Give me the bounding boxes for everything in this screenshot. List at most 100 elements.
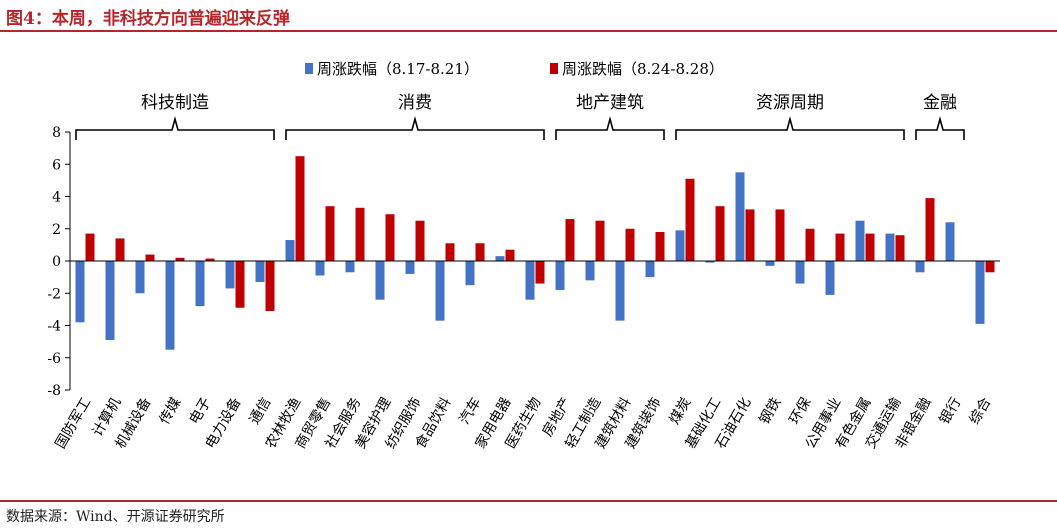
bar-1-石油石化 bbox=[735, 172, 745, 261]
bar-1-银行 bbox=[945, 222, 955, 261]
category-label: 煤炭 bbox=[667, 395, 695, 427]
bar-1-建筑材料 bbox=[615, 261, 625, 321]
bar-1-纺织服饰 bbox=[405, 261, 415, 274]
bar-2-医药生物 bbox=[535, 261, 545, 284]
y-tick-label: -8 bbox=[47, 383, 61, 399]
bar-2-建筑装饰 bbox=[655, 231, 665, 261]
figure-title: 图4：本周，非科技方向普遍迎来反弹 bbox=[6, 9, 290, 29]
bar-2-公用事业 bbox=[835, 233, 845, 261]
y-tick-label: -4 bbox=[47, 319, 61, 335]
bar-1-房地产 bbox=[555, 261, 565, 291]
y-tick-label: -6 bbox=[47, 351, 61, 367]
bar-2-通信 bbox=[265, 261, 275, 311]
y-tick-label: 4 bbox=[52, 190, 61, 206]
bar-1-商贸零售 bbox=[315, 261, 325, 276]
category-label: 综合 bbox=[967, 395, 995, 427]
bar-2-钢铁 bbox=[775, 209, 785, 261]
bar-2-纺织服饰 bbox=[415, 220, 425, 261]
bar-2-有色金属 bbox=[865, 233, 875, 261]
legend-item-1: 周涨跌幅（8.17-8.21） bbox=[305, 60, 479, 78]
bar-1-计算机 bbox=[105, 261, 115, 341]
group-brace bbox=[75, 115, 275, 140]
bar-1-社会服务 bbox=[345, 261, 355, 273]
legend-swatch bbox=[550, 63, 558, 74]
bar-2-房地产 bbox=[565, 219, 575, 261]
y-tick-label: -2 bbox=[47, 286, 61, 302]
group-label: 消费 bbox=[398, 93, 432, 113]
group-label: 地产建筑 bbox=[576, 93, 644, 113]
bar-1-通信 bbox=[255, 261, 265, 282]
category-label: 国防军工 bbox=[53, 395, 95, 451]
bar-2-食品饮料 bbox=[445, 243, 455, 261]
top-rule bbox=[0, 30, 1057, 32]
bar-2-计算机 bbox=[115, 238, 125, 261]
group-brace bbox=[285, 115, 545, 140]
legend-label: 周涨跌幅（8.17-8.21） bbox=[317, 60, 479, 78]
group-地产建筑: 地产建筑 bbox=[555, 93, 665, 140]
y-tick-label: 8 bbox=[52, 125, 61, 141]
bar-1-交通运输 bbox=[885, 233, 895, 261]
sector-groups: 科技制造 消费 地产建筑 资源周期 金融 bbox=[75, 93, 965, 140]
bar-2-轻工制造 bbox=[595, 220, 605, 261]
bar-2-建筑材料 bbox=[625, 228, 635, 261]
bar-1-环保 bbox=[795, 261, 805, 284]
bar-1-公用事业 bbox=[825, 261, 835, 295]
bar-1-农林牧渔 bbox=[285, 240, 295, 261]
category-label: 银行 bbox=[937, 395, 965, 427]
legend-swatch bbox=[305, 63, 313, 74]
bar-2-非银金融 bbox=[925, 198, 935, 261]
bar-2-家用电器 bbox=[505, 249, 515, 261]
bar-chart: 周涨跌幅（8.17-8.21） 周涨跌幅（8.24-8.28） 科技制造 消费 地产建… bbox=[47, 60, 1000, 451]
bar-2-传媒 bbox=[175, 257, 185, 261]
group-brace bbox=[555, 115, 665, 140]
category-label: 钢铁 bbox=[757, 395, 785, 427]
group-brace bbox=[915, 115, 965, 140]
bar-1-基础化工 bbox=[705, 261, 715, 263]
bar-2-商贸零售 bbox=[325, 206, 335, 261]
category-label: 传媒 bbox=[157, 395, 185, 427]
y-tick-label: 0 bbox=[52, 254, 61, 270]
group-金融: 金融 bbox=[915, 93, 965, 140]
bar-2-环保 bbox=[805, 228, 815, 261]
legend-label: 周涨跌幅（8.24-8.28） bbox=[562, 60, 724, 78]
bar-1-汽车 bbox=[465, 261, 475, 286]
bars bbox=[75, 156, 995, 350]
group-科技制造: 科技制造 bbox=[75, 93, 275, 140]
group-label: 资源周期 bbox=[756, 93, 824, 113]
bar-2-电子 bbox=[205, 258, 215, 261]
bar-1-机械设备 bbox=[135, 261, 145, 294]
bar-1-非银金融 bbox=[915, 261, 925, 273]
y-tick-label: 6 bbox=[52, 157, 61, 173]
group-消费: 消费 bbox=[285, 93, 545, 140]
category-label: 电子 bbox=[187, 395, 215, 427]
bar-2-农林牧渔 bbox=[295, 156, 305, 261]
bottom-rule bbox=[0, 500, 1057, 502]
data-source: 数据来源：Wind、开源证券研究所 bbox=[6, 509, 225, 525]
bar-2-基础化工 bbox=[715, 206, 725, 261]
bar-1-国防军工 bbox=[75, 261, 85, 323]
bar-1-电子 bbox=[195, 261, 205, 307]
legend: 周涨跌幅（8.17-8.21） 周涨跌幅（8.24-8.28） bbox=[305, 60, 724, 78]
bar-1-电力设备 bbox=[225, 261, 235, 289]
legend-item-2: 周涨跌幅（8.24-8.28） bbox=[550, 60, 724, 78]
bar-1-传媒 bbox=[165, 261, 175, 350]
category-label: 汽车 bbox=[456, 395, 485, 428]
bar-2-综合 bbox=[985, 261, 995, 273]
bar-2-机械设备 bbox=[145, 254, 155, 261]
bar-2-美容护理 bbox=[385, 214, 395, 261]
bar-1-钢铁 bbox=[765, 261, 775, 266]
bar-1-食品饮料 bbox=[435, 261, 445, 321]
y-tick-label: 2 bbox=[52, 222, 61, 238]
group-label: 科技制造 bbox=[141, 93, 209, 113]
bar-2-国防军工 bbox=[85, 233, 95, 261]
bar-2-煤炭 bbox=[685, 178, 695, 261]
bar-1-建筑装饰 bbox=[645, 261, 655, 278]
bar-1-轻工制造 bbox=[585, 261, 595, 281]
bar-2-交通运输 bbox=[895, 235, 905, 261]
bar-1-综合 bbox=[975, 261, 985, 324]
y-axis: -8 -6 -4 -2 0 2 4 6 8 bbox=[47, 125, 71, 399]
bar-2-石油石化 bbox=[745, 209, 755, 261]
bar-1-家用电器 bbox=[495, 256, 505, 261]
bar-2-汽车 bbox=[475, 243, 485, 261]
bar-1-医药生物 bbox=[525, 261, 535, 300]
